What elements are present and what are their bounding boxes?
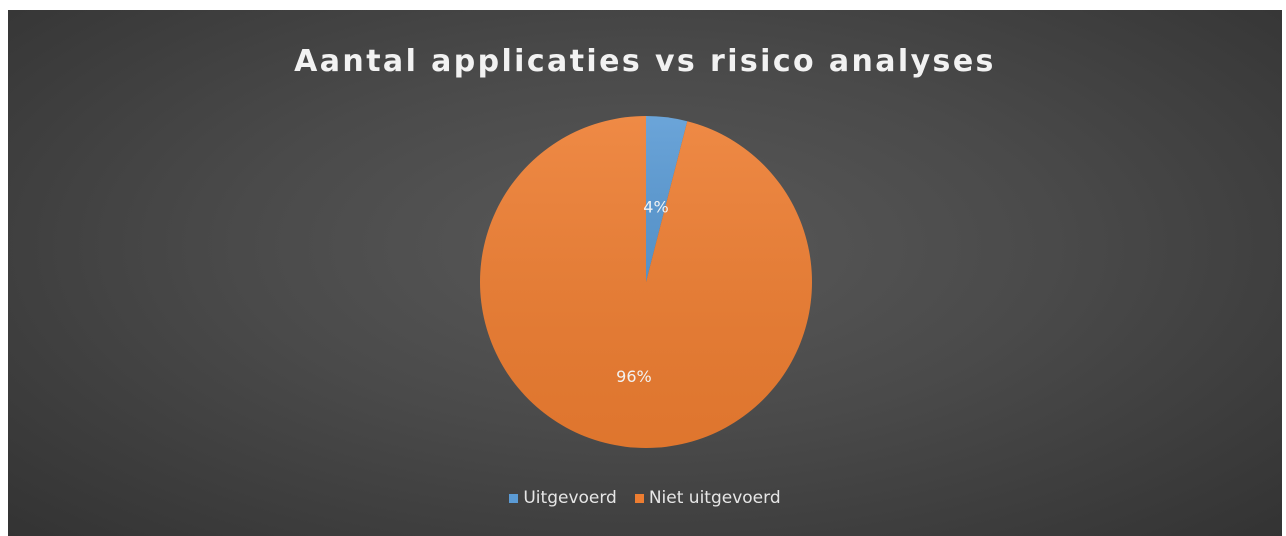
legend-swatch-niet-uitgevoerd [634, 493, 644, 503]
legend-swatch-uitgevoerd [509, 493, 519, 503]
legend-item-uitgevoerd[interactable]: Uitgevoerd [509, 488, 617, 508]
chart-title: Aantal applicaties vs risico analyses [294, 44, 996, 79]
data-label-niet-uitgevoerd: 96% [616, 367, 652, 386]
pie-data-labels: 4% 96% [616, 198, 669, 387]
data-label-uitgevoerd: 4% [643, 198, 668, 217]
pie-slice-niet-uitgevoerd[interactable] [479, 116, 812, 449]
chart-area: Aantal applicaties vs risico analyses 4%… [8, 10, 1282, 536]
legend-label-niet-uitgevoerd: Niet uitgevoerd [648, 488, 781, 508]
legend: Uitgevoerd Niet uitgevoerd [8, 488, 1282, 508]
legend-label-uitgevoerd: Uitgevoerd [523, 488, 617, 508]
pie-chart: 4% 96% [479, 116, 812, 449]
pie-slices [479, 116, 812, 449]
legend-item-niet-uitgevoerd[interactable]: Niet uitgevoerd [634, 488, 781, 508]
